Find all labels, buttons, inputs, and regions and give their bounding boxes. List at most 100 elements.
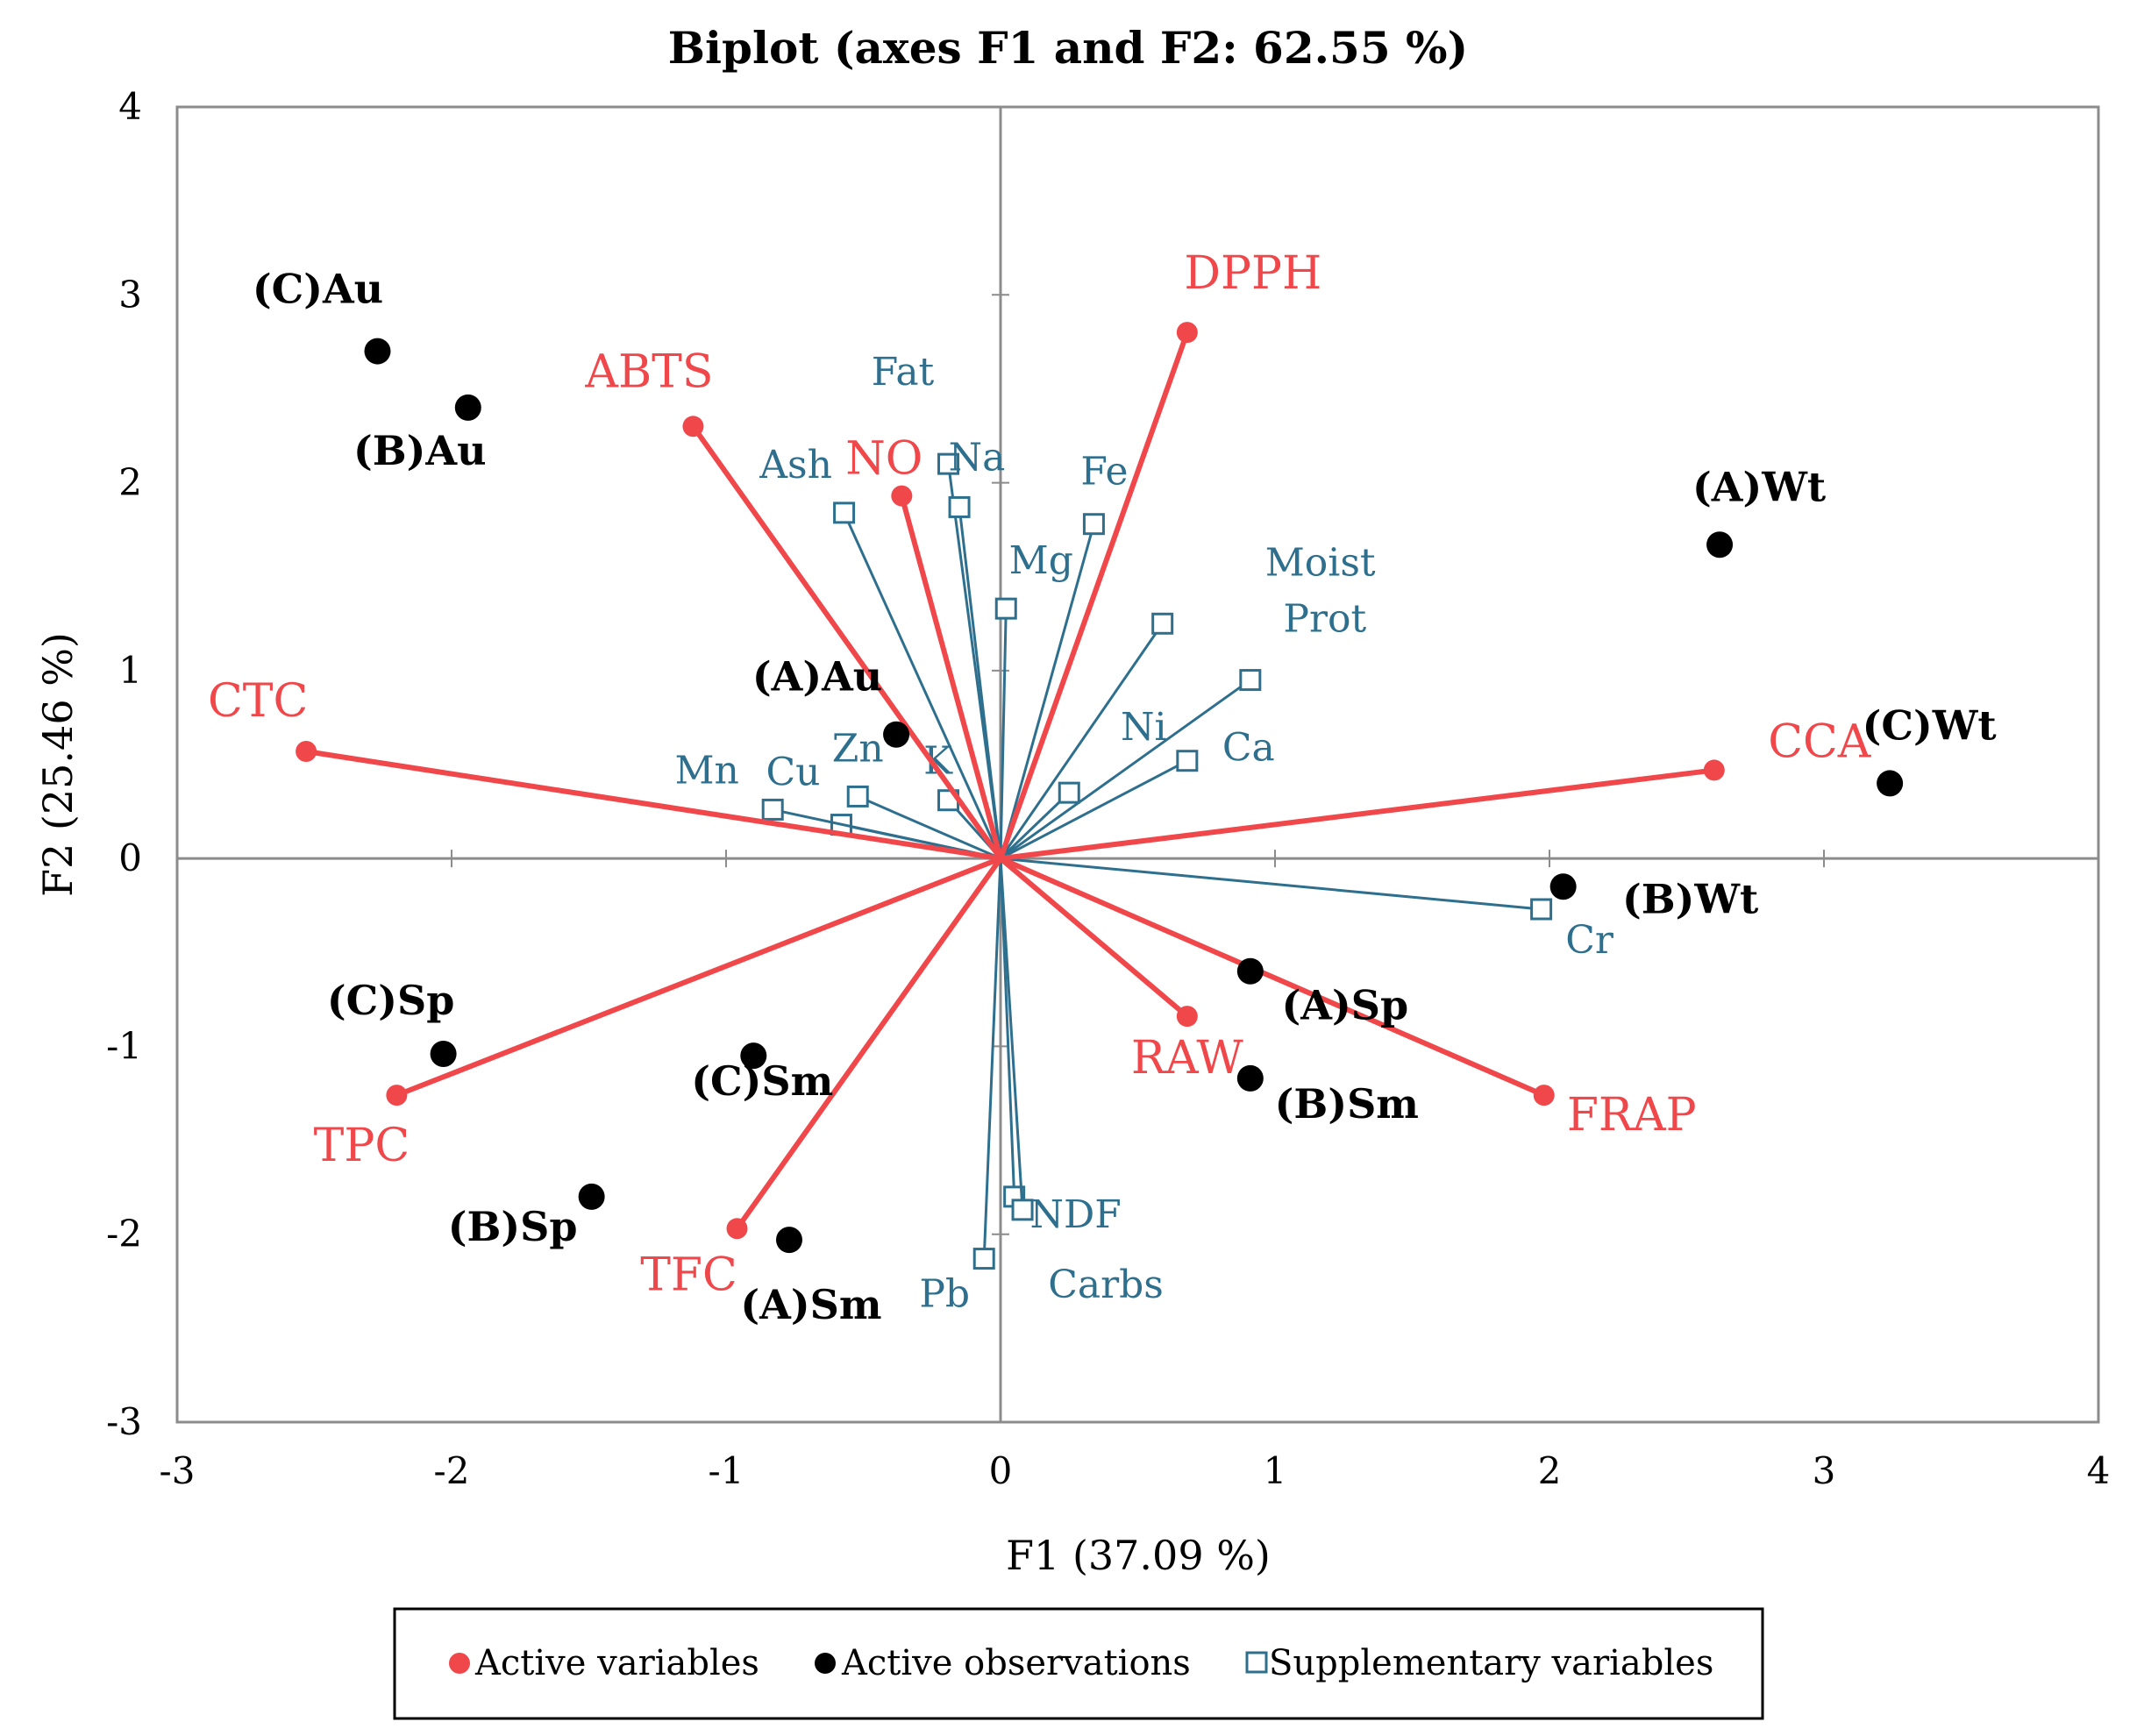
observation-marker-a-au	[883, 721, 910, 748]
active-var-tpc: TPC	[314, 856, 1002, 1172]
active-vector-cca	[1000, 767, 1715, 862]
supp-var-ni: Ni	[999, 705, 1167, 860]
legend-supplementary-marker	[1245, 1651, 1268, 1674]
active-variables-layer: DPPH ABTS NO CTC CCA RAW FRAP TPC TFC	[208, 247, 1872, 1301]
y-axis-title: F2 (25.46 %)	[34, 632, 82, 897]
supp-marker-carbs	[1011, 1199, 1034, 1221]
active-marker-frap	[1533, 1085, 1555, 1106]
active-vector-frap	[999, 856, 1545, 1098]
supp-marker-ni	[1058, 781, 1080, 804]
legend-box	[393, 1607, 1764, 1720]
supp-vector-prot	[1000, 679, 1251, 860]
supp-vector-moist	[999, 623, 1164, 859]
y-tick-label: 4	[118, 85, 142, 128]
active-label-abts: ABTS	[584, 345, 713, 398]
observation-label-b-wt: (B)Wt	[1622, 875, 1759, 922]
y-tick-label: -2	[106, 1213, 142, 1256]
observation-marker-c-sp	[430, 1041, 457, 1067]
observation-marker-b-sp	[578, 1183, 605, 1210]
active-marker-no	[891, 485, 913, 507]
active-marker-dpph	[1176, 322, 1198, 344]
supp-var-carbs: Carbs	[999, 858, 1164, 1307]
active-vector-raw	[999, 856, 1189, 1019]
supp-label-cr: Cr	[1565, 918, 1614, 963]
observation-label-b-sm: (B)Sm	[1275, 1080, 1419, 1128]
legend: Active variables Active observations Sup…	[393, 1607, 1764, 1720]
y-tick-label: 1	[118, 649, 142, 692]
supp-marker-na	[948, 495, 971, 518]
active-marker-tpc	[386, 1085, 408, 1106]
supp-label-k: K	[923, 739, 953, 784]
observation-b-wt: (B)Wt	[1549, 873, 1759, 922]
y-tick-label: 0	[118, 836, 142, 879]
legend-observations-marker	[815, 1653, 836, 1674]
x-tick-label: -1	[709, 1449, 744, 1492]
supp-var-pb: Pb	[919, 858, 1002, 1317]
y-tick-label: 2	[118, 461, 142, 504]
active-var-raw: RAW	[999, 856, 1243, 1085]
y-tick-label: -3	[106, 1400, 142, 1443]
x-tick-label: 4	[2087, 1449, 2111, 1492]
observations-layer: (C)Au (B)Au (A)Au (A)Wt (C)Wt (B)Wt (A)Sp (B)Sm…	[253, 266, 1998, 1329]
supp-var-ash: Ash	[759, 443, 1002, 859]
supp-marker-fe	[1082, 513, 1105, 536]
observation-c-sp: (C)Sp	[327, 977, 457, 1067]
observation-label-c-wt: (C)Wt	[1863, 701, 1998, 749]
active-label-tpc: TPC	[314, 1120, 410, 1172]
observation-label-c-au: (C)Au	[253, 266, 383, 313]
observation-label-a-wt: (A)Wt	[1692, 463, 1827, 510]
active-label-dpph: DPPH	[1184, 247, 1321, 300]
observation-b-sm: (B)Sm	[1236, 1064, 1419, 1128]
active-marker-cca	[1703, 759, 1725, 781]
observation-label-a-au: (A)Au	[752, 653, 882, 701]
supp-vector-cr	[1000, 857, 1542, 911]
supp-var-mg: Mg	[994, 538, 1073, 859]
supp-vector-ni	[999, 792, 1071, 860]
supp-marker-mg	[994, 597, 1017, 620]
supp-vector-pb	[982, 858, 1002, 1259]
tick-labels: -3 -2 -1 0 1 2 3 4 -3 -2 -1 0 1 2 3 4	[106, 85, 2110, 1492]
supp-label-mg: Mg	[1009, 538, 1073, 583]
observation-label-b-au: (B)Au	[353, 427, 487, 474]
x-tick-label: -3	[160, 1449, 196, 1492]
active-vector-abts	[690, 424, 1003, 860]
supp-label-na: Na	[949, 435, 1006, 480]
supp-marker-mn	[761, 798, 784, 821]
supp-label-fat: Fat	[872, 350, 935, 395]
supp-label-moist: Moist	[1265, 540, 1376, 585]
legend-supplementary-label: Supplementary variables	[1269, 1643, 1713, 1683]
active-label-ctc: CTC	[208, 675, 308, 728]
observation-label-a-sm: (A)Sm	[740, 1281, 881, 1328]
active-var-tfc: TFC	[640, 857, 1003, 1301]
supp-marker-ash	[833, 502, 856, 524]
observation-marker-c-sm	[740, 1042, 767, 1070]
observation-marker-b-sm	[1236, 1064, 1264, 1092]
supp-label-mn: Mn	[675, 748, 739, 793]
x-tick-label: 3	[1813, 1449, 1836, 1492]
supp-vector-ash	[843, 512, 1002, 859]
observation-a-sm: (A)Sm	[740, 1227, 882, 1328]
supp-vector-ca	[1000, 759, 1188, 860]
supp-label-fe: Fe	[1080, 450, 1128, 494]
supp-label-prot: Prot	[1283, 597, 1366, 642]
legend-observations-label: Active observations	[841, 1643, 1191, 1683]
supp-var-moist: Moist	[999, 540, 1376, 859]
axes-layer	[176, 106, 2099, 1423]
observation-b-au: (B)Au	[353, 394, 487, 474]
observation-c-au: (C)Au	[253, 266, 391, 365]
supp-vector-na	[958, 507, 1002, 859]
supp-marker-moist	[1151, 612, 1174, 635]
x-tick-label: 1	[1264, 1449, 1287, 1492]
supp-marker-ca	[1176, 750, 1199, 772]
supp-marker-prot	[1239, 669, 1262, 692]
observation-marker-a-wt	[1706, 531, 1734, 559]
active-label-cca: CCA	[1768, 715, 1872, 768]
active-marker-raw	[1176, 1006, 1198, 1028]
observation-label-b-sp: (B)Sp	[448, 1203, 578, 1250]
supp-label-pb: Pb	[919, 1272, 970, 1317]
active-marker-tfc	[726, 1218, 748, 1240]
supp-var-fat: Fat	[872, 350, 1002, 859]
supp-var-ndf: NDF	[999, 858, 1122, 1237]
supp-marker-fat	[937, 452, 960, 475]
